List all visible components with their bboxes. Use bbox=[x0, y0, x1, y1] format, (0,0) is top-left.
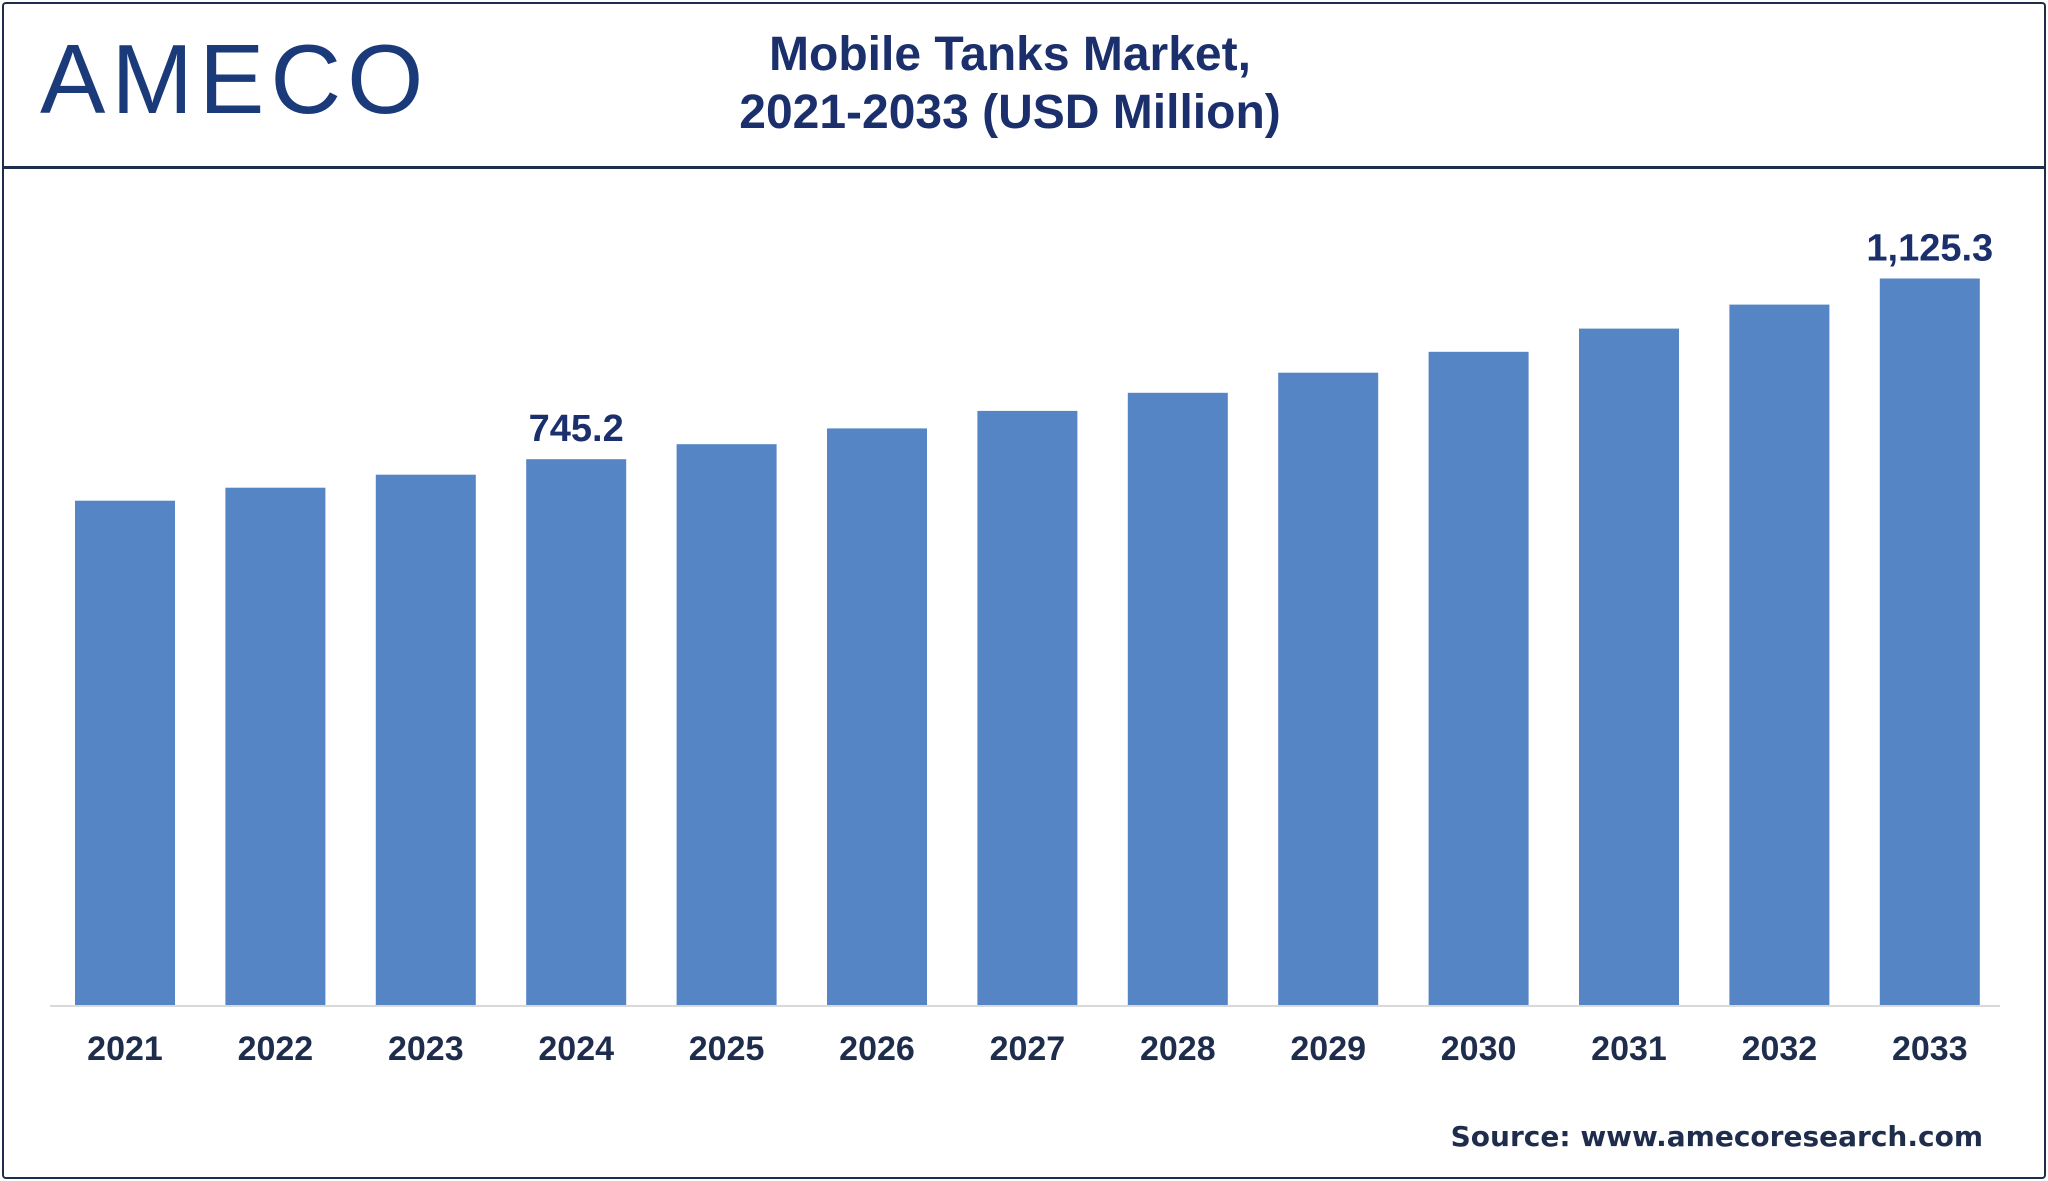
bar-2026 bbox=[827, 428, 927, 1005]
bar-2029 bbox=[1278, 372, 1379, 1005]
bar-2031 bbox=[1579, 328, 1679, 1006]
bar-2021 bbox=[75, 500, 175, 1005]
bar-2023 bbox=[375, 474, 476, 1005]
data-label-2033: 1,125.3 bbox=[1866, 228, 1993, 270]
bar-2028 bbox=[1127, 392, 1228, 1005]
x-tick-labels: 2021 2022 2023 2024 2025 2026 2027 2028 2029 2030… bbox=[87, 1030, 1967, 1068]
x-tick-label-2033: 2033 bbox=[1892, 1030, 1968, 1068]
bar-2033 bbox=[1879, 278, 1980, 1005]
x-tick-label-2024: 2024 bbox=[538, 1030, 614, 1068]
chart-title-line-2: 2021-2033 (USD Million) bbox=[739, 86, 1281, 139]
source-note: Source: www.amecoresearch.com bbox=[1450, 1120, 1983, 1153]
x-tick-label-2031: 2031 bbox=[1591, 1030, 1667, 1068]
bar-series bbox=[75, 278, 1980, 1006]
x-tick-label-2025: 2025 bbox=[689, 1030, 765, 1068]
header-divider bbox=[2, 166, 2046, 169]
x-tick-label-2021: 2021 bbox=[87, 1030, 163, 1068]
bar-2030 bbox=[1428, 351, 1529, 1005]
chart-title: Mobile Tanks Market, 2021-2033 (USD Mill… bbox=[560, 26, 1460, 142]
bar-2032 bbox=[1729, 304, 1830, 1006]
data-label-2024: 745.2 bbox=[529, 408, 624, 450]
bar-2025 bbox=[676, 444, 777, 1005]
bar-2024 bbox=[526, 459, 627, 1005]
x-tick-label-2028: 2028 bbox=[1140, 1030, 1216, 1068]
bar-2022 bbox=[225, 487, 326, 1005]
chart-title-line-1: Mobile Tanks Market, bbox=[769, 28, 1251, 81]
x-tick-label-2030: 2030 bbox=[1441, 1030, 1517, 1068]
bar-2027 bbox=[977, 410, 1078, 1005]
x-tick-label-2023: 2023 bbox=[388, 1030, 464, 1068]
data-labels: 745.2 1,125.3 bbox=[529, 228, 1994, 451]
x-tick-label-2022: 2022 bbox=[238, 1030, 314, 1068]
x-tick-label-2032: 2032 bbox=[1742, 1030, 1818, 1068]
x-tick-label-2029: 2029 bbox=[1290, 1030, 1366, 1068]
x-tick-label-2026: 2026 bbox=[839, 1030, 915, 1068]
x-tick-label-2027: 2027 bbox=[990, 1030, 1066, 1068]
ameco-logo: AMECO bbox=[40, 24, 430, 134]
